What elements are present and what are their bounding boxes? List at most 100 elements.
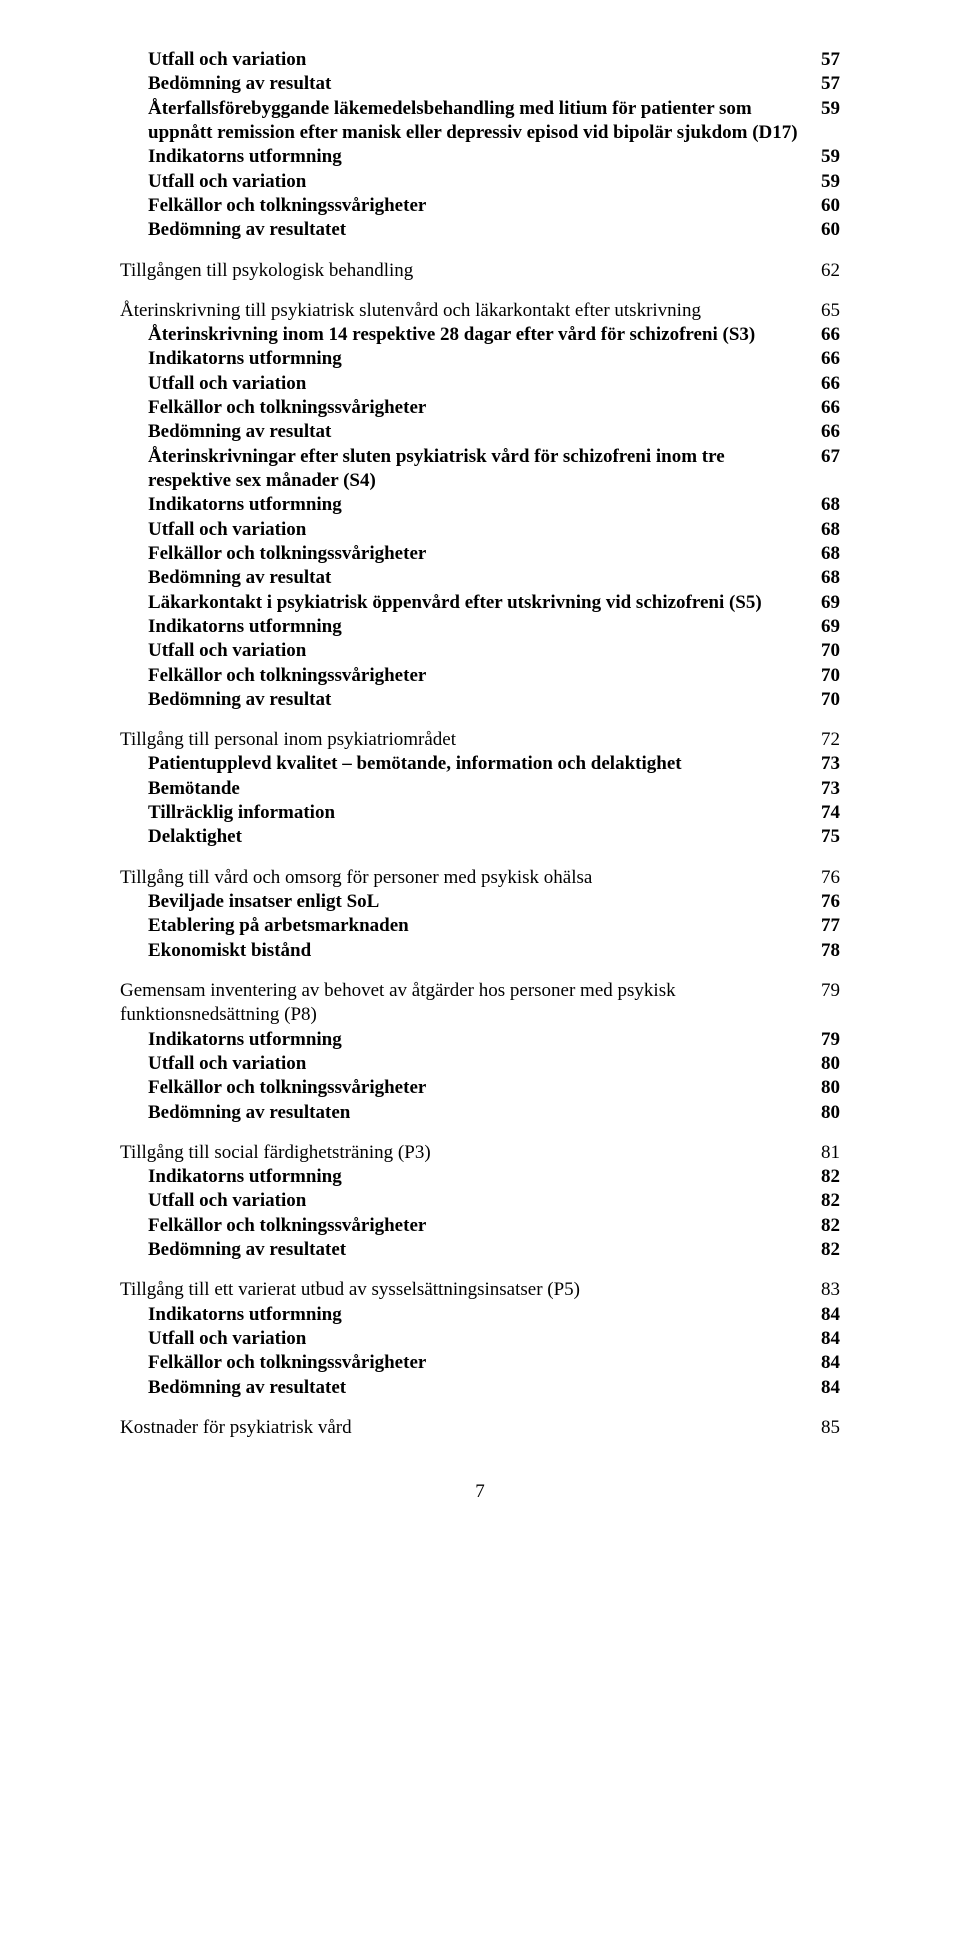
toc-entry-page: 59 [810, 145, 840, 169]
toc-row: Felkällor och tolkningssvårigheter70 [148, 664, 840, 688]
toc-entry-page: 80 [810, 1052, 840, 1076]
toc-entry-label: Indikatorns utformning [148, 615, 810, 639]
toc-entry-page: 62 [810, 259, 840, 283]
toc-entry-page: 82 [810, 1189, 840, 1213]
toc-entry-label: Indikatorns utformning [148, 1303, 810, 1327]
toc-entry-page: 69 [810, 591, 840, 615]
toc-entry-label: Utfall och variation [148, 170, 810, 194]
toc-entry-page: 59 [810, 97, 840, 121]
toc-row: Återinskrivningar efter sluten psykiatri… [148, 445, 840, 494]
toc-entry-page: 76 [810, 890, 840, 914]
toc-entry-label: Felkällor och tolkningssvårigheter [148, 1214, 810, 1238]
table-of-contents: Utfall och variation57Bedömning av resul… [120, 48, 840, 1440]
toc-row: Utfall och variation80 [148, 1052, 840, 1076]
toc-entry-label: Felkällor och tolkningssvårigheter [148, 1076, 810, 1100]
toc-row: Bedömning av resultatet84 [148, 1376, 840, 1400]
toc-row: Utfall och variation66 [148, 372, 840, 396]
toc-entry-page: 66 [810, 347, 840, 371]
toc-entry-page: 68 [810, 493, 840, 517]
toc-entry-label: Återinskrivning inom 14 respektive 28 da… [148, 323, 810, 347]
toc-entry-label: Återinskrivningar efter sluten psykiatri… [148, 445, 810, 494]
toc-entry-label: Tillräcklig information [148, 801, 810, 825]
toc-row: Indikatorns utformning59 [148, 145, 840, 169]
toc-row: Bedömning av resultat66 [148, 420, 840, 444]
toc-entry-page: 73 [810, 752, 840, 776]
toc-entry-label: Indikatorns utformning [148, 145, 810, 169]
toc-entry-page: 80 [810, 1101, 840, 1125]
toc-entry-page: 83 [810, 1278, 840, 1302]
toc-entry-label: Bedömning av resultat [148, 688, 810, 712]
toc-entry-label: Utfall och variation [148, 639, 810, 663]
toc-entry-label: Tillgång till vård och omsorg för person… [120, 866, 810, 890]
toc-row: Tillgång till personal inom psykiatriomr… [120, 728, 840, 752]
toc-entry-page: 84 [810, 1351, 840, 1375]
toc-row: Bedömning av resultat57 [148, 72, 840, 96]
toc-row: Utfall och variation82 [148, 1189, 840, 1213]
toc-entry-label: Ekonomiskt bistånd [148, 939, 810, 963]
toc-entry-page: 70 [810, 688, 840, 712]
toc-entry-page: 66 [810, 323, 840, 347]
toc-entry-label: Indikatorns utformning [148, 493, 810, 517]
toc-entry-label: Felkällor och tolkningssvårigheter [148, 194, 810, 218]
toc-entry-page: 81 [810, 1141, 840, 1165]
toc-row: Indikatorns utformning79 [148, 1028, 840, 1052]
toc-entry-label: Felkällor och tolkningssvårigheter [148, 664, 810, 688]
toc-row: Felkällor och tolkningssvårigheter68 [148, 542, 840, 566]
toc-entry-label: Bedömning av resultat [148, 72, 810, 96]
toc-row: Indikatorns utformning66 [148, 347, 840, 371]
toc-entry-label: Felkällor och tolkningssvårigheter [148, 542, 810, 566]
toc-entry-label: Felkällor och tolkningssvårigheter [148, 1351, 810, 1375]
toc-entry-page: 73 [810, 777, 840, 801]
toc-entry-label: Bedömning av resultat [148, 566, 810, 590]
toc-row: Felkällor och tolkningssvårigheter60 [148, 194, 840, 218]
toc-entry-page: 60 [810, 194, 840, 218]
toc-row: Återinskrivning inom 14 respektive 28 da… [148, 323, 840, 347]
toc-entry-page: 85 [810, 1416, 840, 1440]
toc-entry-page: 66 [810, 420, 840, 444]
toc-row: Utfall och variation68 [148, 518, 840, 542]
toc-entry-page: 70 [810, 639, 840, 663]
toc-entry-page: 69 [810, 615, 840, 639]
toc-entry-page: 82 [810, 1214, 840, 1238]
toc-entry-label: Felkällor och tolkningssvårigheter [148, 396, 810, 420]
toc-entry-page: 78 [810, 939, 840, 963]
toc-row: Utfall och variation57 [148, 48, 840, 72]
toc-row: Delaktighet75 [148, 825, 840, 849]
toc-row: Bedömning av resultat68 [148, 566, 840, 590]
toc-row: Felkällor och tolkningssvårigheter84 [148, 1351, 840, 1375]
toc-row: Indikatorns utformning82 [148, 1165, 840, 1189]
toc-entry-page: 66 [810, 372, 840, 396]
toc-entry-page: 84 [810, 1376, 840, 1400]
toc-entry-page: 66 [810, 396, 840, 420]
toc-entry-page: 59 [810, 170, 840, 194]
toc-row: Utfall och variation84 [148, 1327, 840, 1351]
toc-row: Felkällor och tolkningssvårigheter82 [148, 1214, 840, 1238]
toc-entry-label: Indikatorns utformning [148, 1028, 810, 1052]
toc-entry-label: Gemensam inventering av behovet av åtgär… [120, 979, 810, 1028]
toc-row: Indikatorns utformning69 [148, 615, 840, 639]
toc-row: Patientupplevd kvalitet – bemötande, inf… [148, 752, 840, 776]
toc-entry-label: Tillgång till ett varierat utbud av syss… [120, 1278, 810, 1302]
toc-entry-page: 77 [810, 914, 840, 938]
toc-entry-page: 79 [810, 979, 840, 1003]
toc-row: Läkarkontakt i psykiatrisk öppenvård eft… [148, 591, 840, 615]
toc-row: Ekonomiskt bistånd78 [148, 939, 840, 963]
toc-entry-page: 68 [810, 518, 840, 542]
toc-entry-page: 67 [810, 445, 840, 469]
toc-row: Tillgång till vård och omsorg för person… [120, 866, 840, 890]
toc-entry-label: Läkarkontakt i psykiatrisk öppenvård eft… [148, 591, 810, 615]
toc-entry-label: Utfall och variation [148, 372, 810, 396]
toc-row: Utfall och variation59 [148, 170, 840, 194]
toc-entry-page: 60 [810, 218, 840, 242]
toc-entry-label: Indikatorns utformning [148, 1165, 810, 1189]
toc-row: Tillgången till psykologisk behandling62 [120, 259, 840, 283]
toc-row: Utfall och variation70 [148, 639, 840, 663]
toc-entry-page: 84 [810, 1327, 840, 1351]
toc-entry-label: Utfall och variation [148, 48, 810, 72]
toc-entry-page: 72 [810, 728, 840, 752]
toc-entry-label: Utfall och variation [148, 1327, 810, 1351]
toc-row: Kostnader för psykiatrisk vård85 [120, 1416, 840, 1440]
toc-entry-page: 80 [810, 1076, 840, 1100]
toc-row: Indikatorns utformning84 [148, 1303, 840, 1327]
toc-entry-label: Utfall och variation [148, 518, 810, 542]
